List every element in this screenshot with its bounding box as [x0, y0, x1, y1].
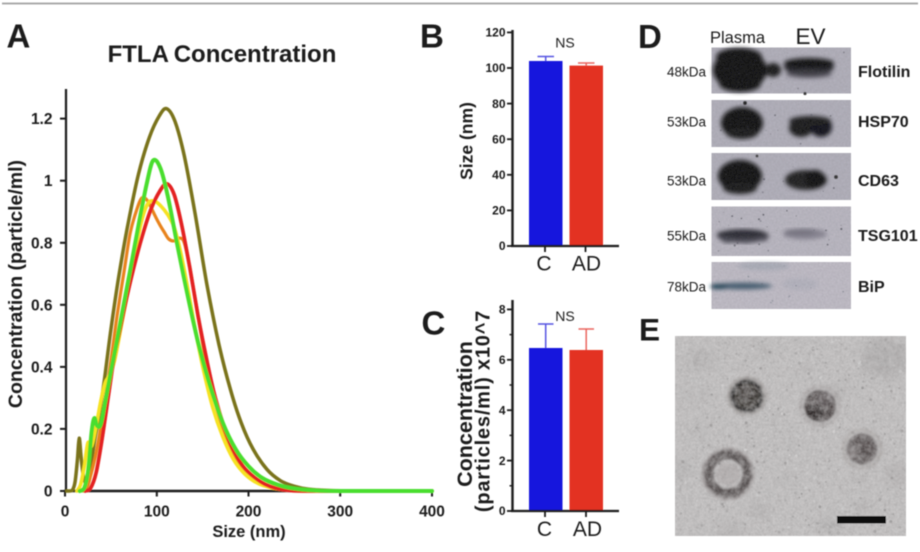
svg-text:100: 100 — [485, 61, 505, 75]
svg-text:Plasma: Plasma — [710, 29, 766, 47]
svg-text:0: 0 — [499, 239, 506, 253]
svg-text:60: 60 — [492, 132, 506, 146]
svg-text:CD63: CD63 — [858, 173, 899, 190]
svg-text:A: A — [7, 18, 31, 55]
svg-text:C: C — [537, 518, 552, 541]
svg-text:Size (nm): Size (nm) — [457, 102, 477, 180]
svg-text:0.6: 0.6 — [31, 297, 53, 314]
svg-text:400: 400 — [419, 504, 445, 521]
svg-text:300: 300 — [327, 504, 353, 521]
svg-text:FTLA Concentration: FTLA Concentration — [108, 41, 337, 68]
svg-text:NS: NS — [555, 308, 574, 324]
svg-text:Flotilin: Flotilin — [858, 64, 910, 81]
svg-text:78kDa: 78kDa — [667, 280, 707, 295]
svg-text:AD: AD — [572, 253, 601, 276]
svg-text:HSP70: HSP70 — [858, 114, 909, 131]
svg-text:8: 8 — [499, 303, 506, 317]
svg-text:120: 120 — [485, 26, 505, 40]
svg-text:AD: AD — [573, 518, 602, 541]
svg-text:4: 4 — [499, 403, 506, 417]
svg-text:B: B — [420, 18, 444, 55]
svg-text:53kDa: 53kDa — [667, 115, 707, 130]
svg-text:1: 1 — [44, 173, 53, 190]
svg-text:100: 100 — [144, 504, 170, 521]
svg-text:0: 0 — [61, 504, 70, 521]
svg-text:NS: NS — [555, 35, 574, 51]
svg-text:E: E — [639, 312, 660, 348]
svg-text:2: 2 — [499, 454, 506, 468]
svg-text:C: C — [422, 305, 446, 342]
svg-text:48kDa: 48kDa — [667, 65, 707, 80]
svg-text:Concentration (particle/ml): Concentration (particle/ml) — [5, 160, 27, 408]
svg-text:0: 0 — [44, 484, 53, 501]
svg-text:BiP: BiP — [858, 279, 885, 296]
svg-text:0: 0 — [499, 504, 506, 518]
svg-text:D: D — [638, 18, 662, 55]
svg-text:53kDa: 53kDa — [667, 174, 707, 189]
svg-text:0.8: 0.8 — [31, 235, 53, 252]
svg-text:EV: EV — [795, 24, 825, 49]
svg-text:200: 200 — [236, 504, 262, 521]
svg-text:(particles/ml) x10^7: (particles/ml) x10^7 — [473, 310, 495, 512]
svg-text:C: C — [536, 253, 551, 276]
svg-text:0.2: 0.2 — [31, 421, 53, 438]
svg-text:Concentration: Concentration — [453, 341, 477, 487]
svg-text:1.2: 1.2 — [31, 111, 53, 128]
svg-text:6: 6 — [499, 353, 506, 367]
svg-text:TSG101: TSG101 — [858, 228, 918, 245]
svg-text:40: 40 — [492, 168, 506, 182]
svg-text:20: 20 — [492, 204, 506, 218]
svg-text:Size (nm): Size (nm) — [212, 523, 285, 541]
svg-text:0.4: 0.4 — [31, 359, 53, 376]
svg-text:55kDa: 55kDa — [667, 229, 707, 244]
svg-text:80: 80 — [492, 97, 506, 111]
